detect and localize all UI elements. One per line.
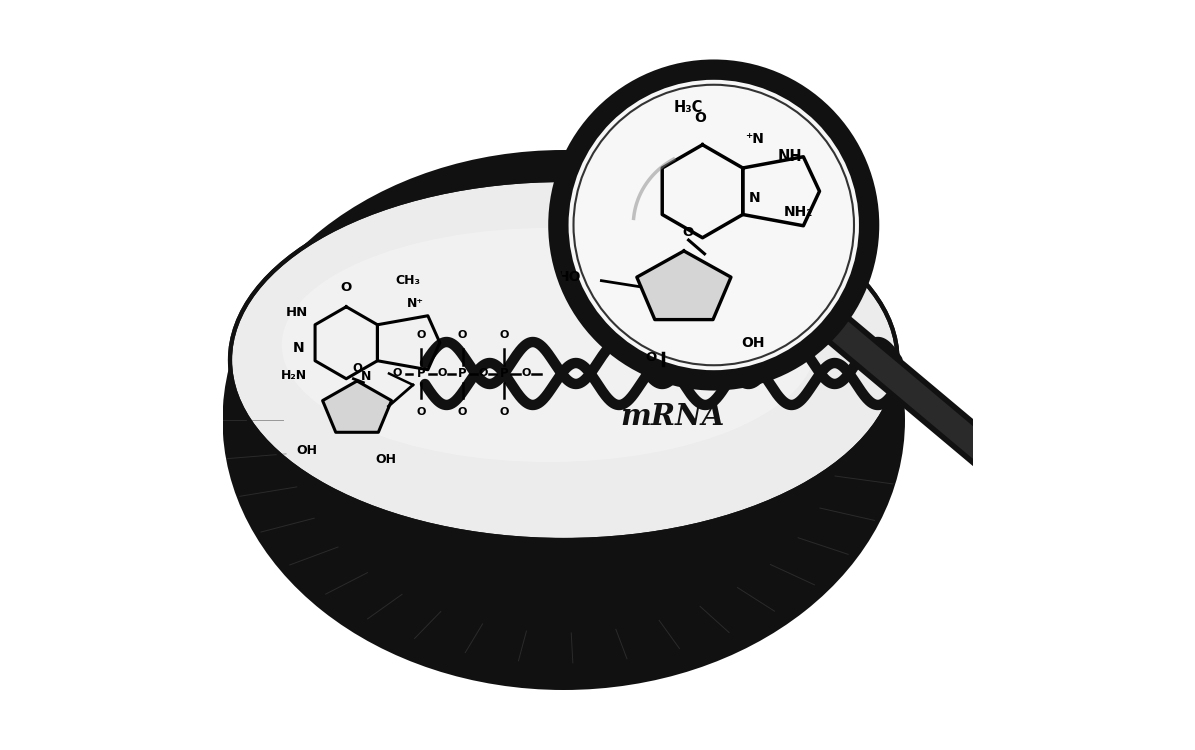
Circle shape [568,79,860,371]
Text: O: O [521,368,531,379]
Text: O: O [500,407,508,417]
Text: P: P [458,367,467,380]
Text: O: O [694,111,706,125]
Text: P: P [500,367,508,380]
Text: ⁺N: ⁺N [746,132,764,146]
Text: OH: OH [742,335,765,350]
Text: OH: OH [375,454,396,466]
Ellipse shape [229,180,897,540]
Text: HO: HO [557,269,581,284]
Text: N: N [293,341,305,356]
Polygon shape [323,381,392,432]
Text: OH: OH [296,444,317,457]
Text: O: O [341,281,351,294]
Text: O: O [417,330,425,340]
Text: O: O [478,368,488,379]
Ellipse shape [282,228,816,462]
Text: H₃C: H₃C [674,100,703,115]
Text: P: P [417,367,425,380]
Text: N: N [361,370,372,382]
Text: mRNA: mRNA [620,402,724,430]
Text: H₂N: H₂N [281,369,307,382]
Text: O: O [353,362,362,375]
Circle shape [564,75,864,375]
Text: N⁺: N⁺ [407,297,424,310]
Circle shape [551,62,876,388]
Ellipse shape [222,150,905,690]
Text: O: O [645,351,656,364]
Text: O: O [682,226,693,239]
Text: HN: HN [286,306,308,319]
Text: N: N [749,191,761,206]
Text: O: O [417,407,425,417]
Text: O: O [437,368,447,379]
Text: O: O [458,330,467,340]
Polygon shape [637,251,731,320]
Text: CH₃: CH₃ [396,274,421,287]
Text: O: O [458,407,467,417]
Text: NH: NH [778,148,803,164]
Text: O: O [393,368,402,379]
Text: O: O [500,330,508,340]
Text: NH₂: NH₂ [784,206,813,219]
